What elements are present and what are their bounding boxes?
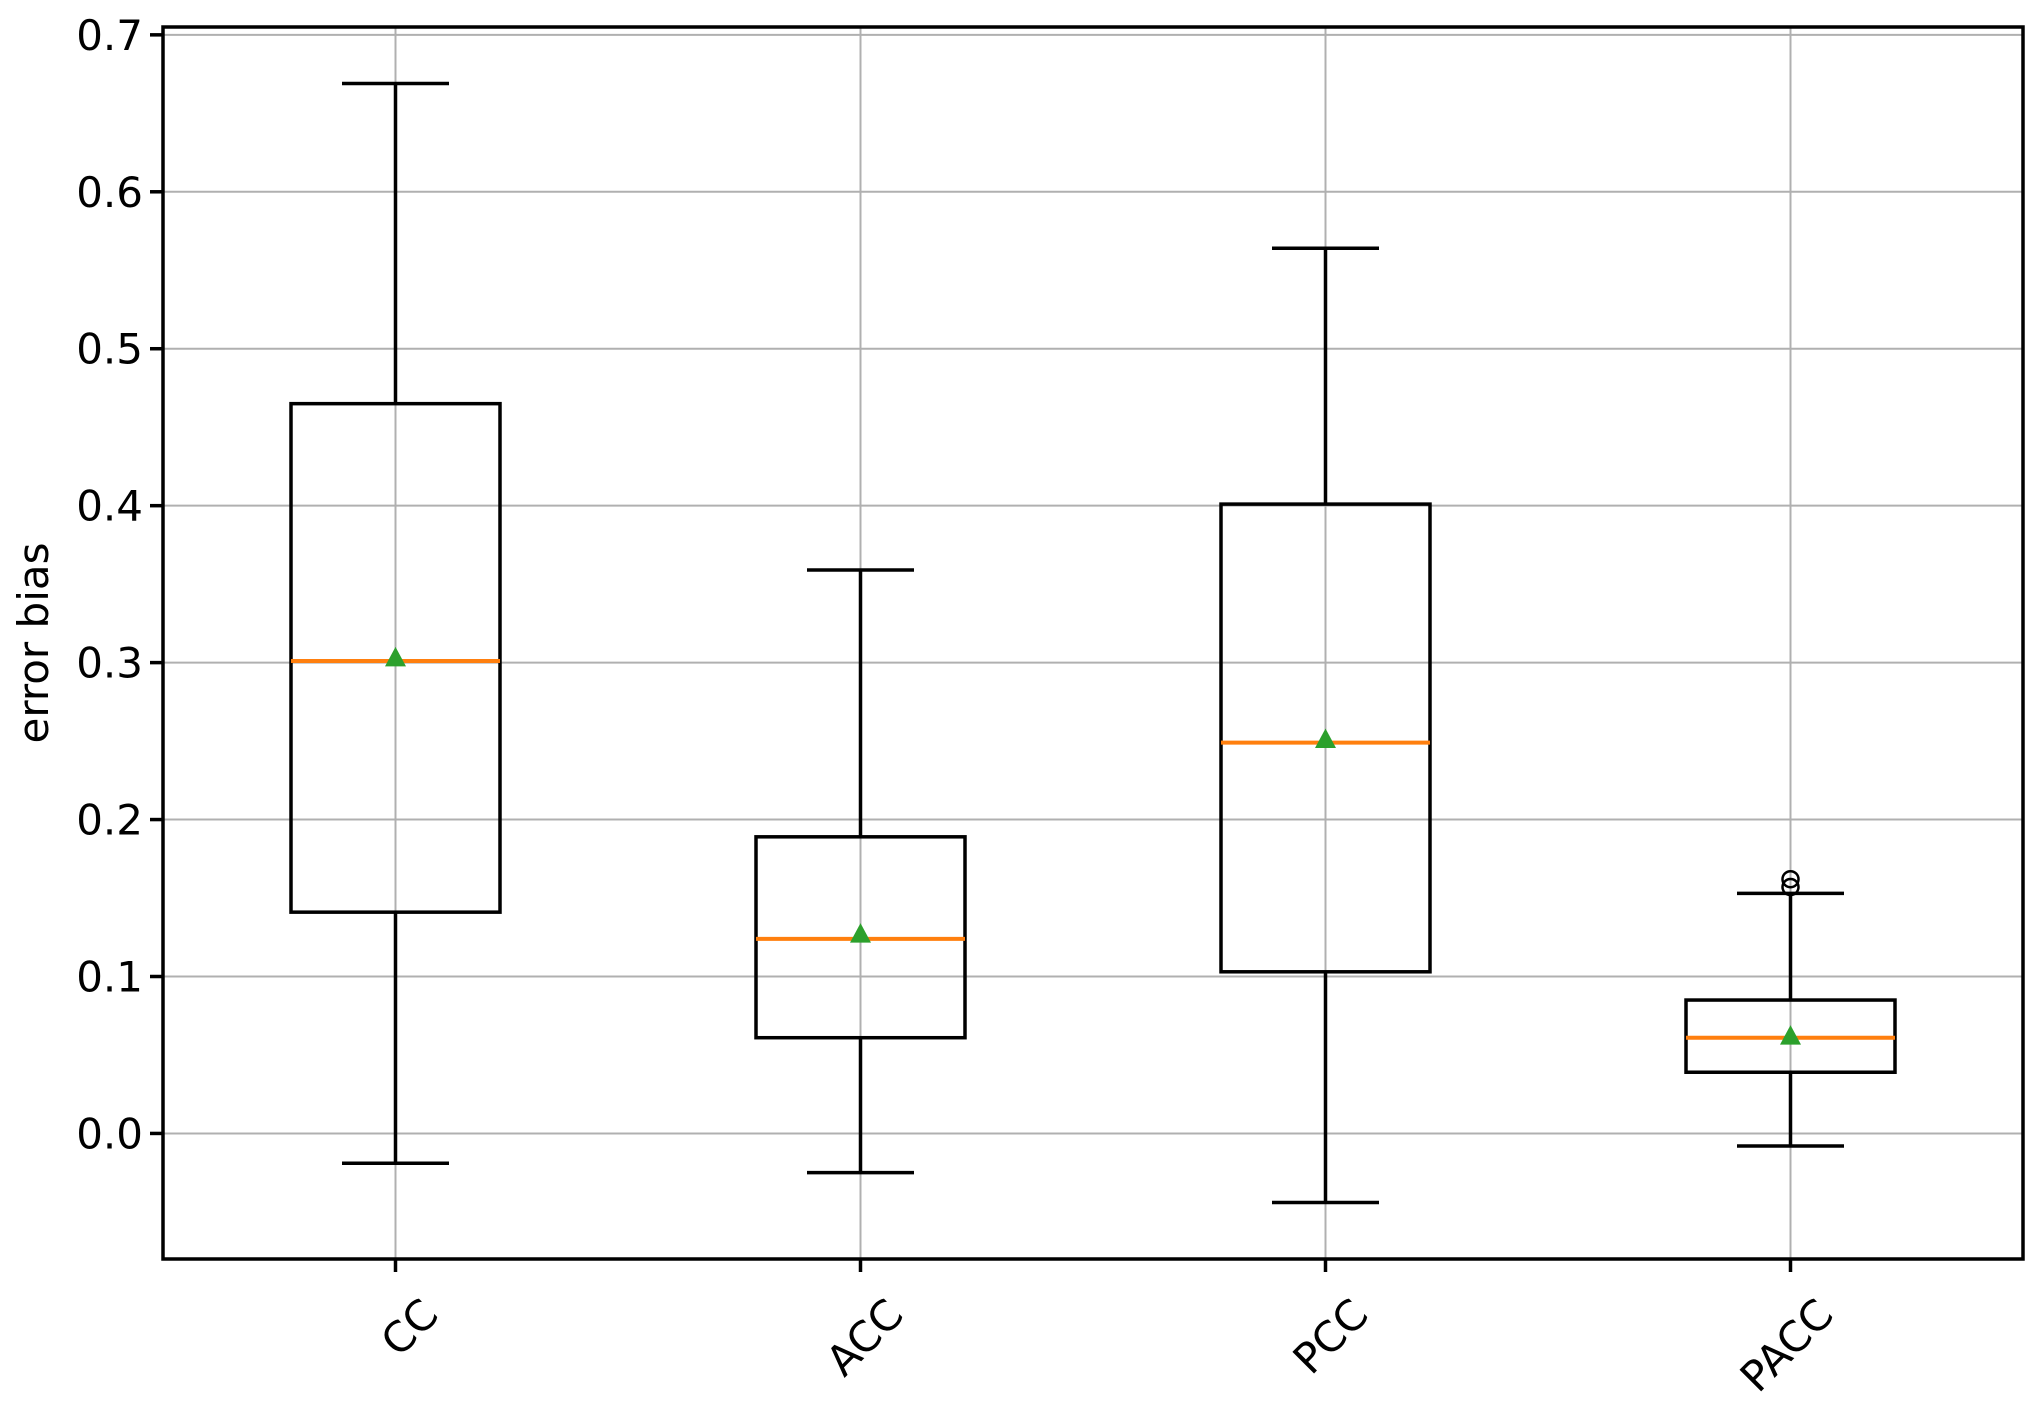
x-tick-label-acc: ACC: [817, 1289, 913, 1385]
y-tick-label: 0.4: [76, 482, 143, 531]
axes-frame: [161, 25, 2025, 1261]
x-tick-label-cc: CC: [371, 1289, 447, 1365]
x-tick-label-pcc: PCC: [1284, 1289, 1378, 1383]
outlier-pacc: [1781, 869, 1800, 889]
y-tick-label: 0.6: [76, 168, 143, 217]
mean-marker-cc: [385, 646, 406, 667]
y-tick-label: 0.3: [76, 639, 143, 688]
box-pcc: [1219, 502, 1432, 974]
y-tick-label: 0.7: [76, 11, 143, 60]
x-tick-label-pacc: PACC: [1731, 1289, 1843, 1401]
y-tick-label: 0.2: [76, 796, 143, 845]
outlier-pacc: [1781, 877, 1800, 897]
mean-marker-pcc: [1315, 728, 1336, 749]
y-tick-label: 0.5: [76, 325, 143, 374]
y-tick-label: 0.0: [76, 1109, 143, 1158]
y-axis-label: error bias: [9, 543, 58, 744]
y-tick-label: 0.1: [76, 953, 143, 1002]
box-cc: [289, 401, 502, 914]
mean-marker-acc: [850, 923, 871, 943]
mean-marker-pacc: [1780, 1025, 1801, 1045]
